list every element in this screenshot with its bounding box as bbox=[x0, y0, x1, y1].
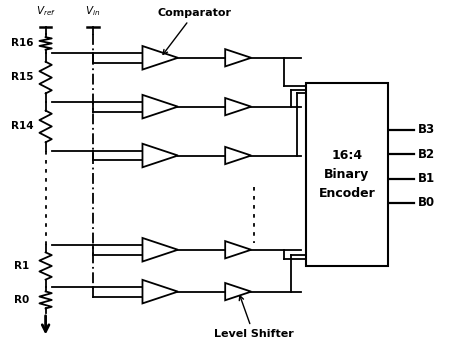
Text: R1: R1 bbox=[14, 261, 29, 271]
FancyBboxPatch shape bbox=[306, 83, 388, 266]
Text: Comparator: Comparator bbox=[157, 8, 231, 54]
Text: $V_{in}$: $V_{in}$ bbox=[85, 4, 100, 18]
Text: B3: B3 bbox=[418, 123, 435, 136]
Text: B1: B1 bbox=[418, 172, 435, 185]
Text: $V_{ref}$: $V_{ref}$ bbox=[36, 4, 55, 18]
Text: R14: R14 bbox=[10, 121, 33, 131]
Text: R0: R0 bbox=[14, 295, 29, 305]
Text: R16: R16 bbox=[11, 38, 33, 48]
Text: Level Shifter: Level Shifter bbox=[214, 296, 293, 339]
Text: R15: R15 bbox=[11, 72, 33, 82]
Text: 16:4
Binary
Encoder: 16:4 Binary Encoder bbox=[319, 149, 375, 200]
Text: B2: B2 bbox=[418, 147, 435, 161]
Text: B0: B0 bbox=[418, 196, 435, 209]
